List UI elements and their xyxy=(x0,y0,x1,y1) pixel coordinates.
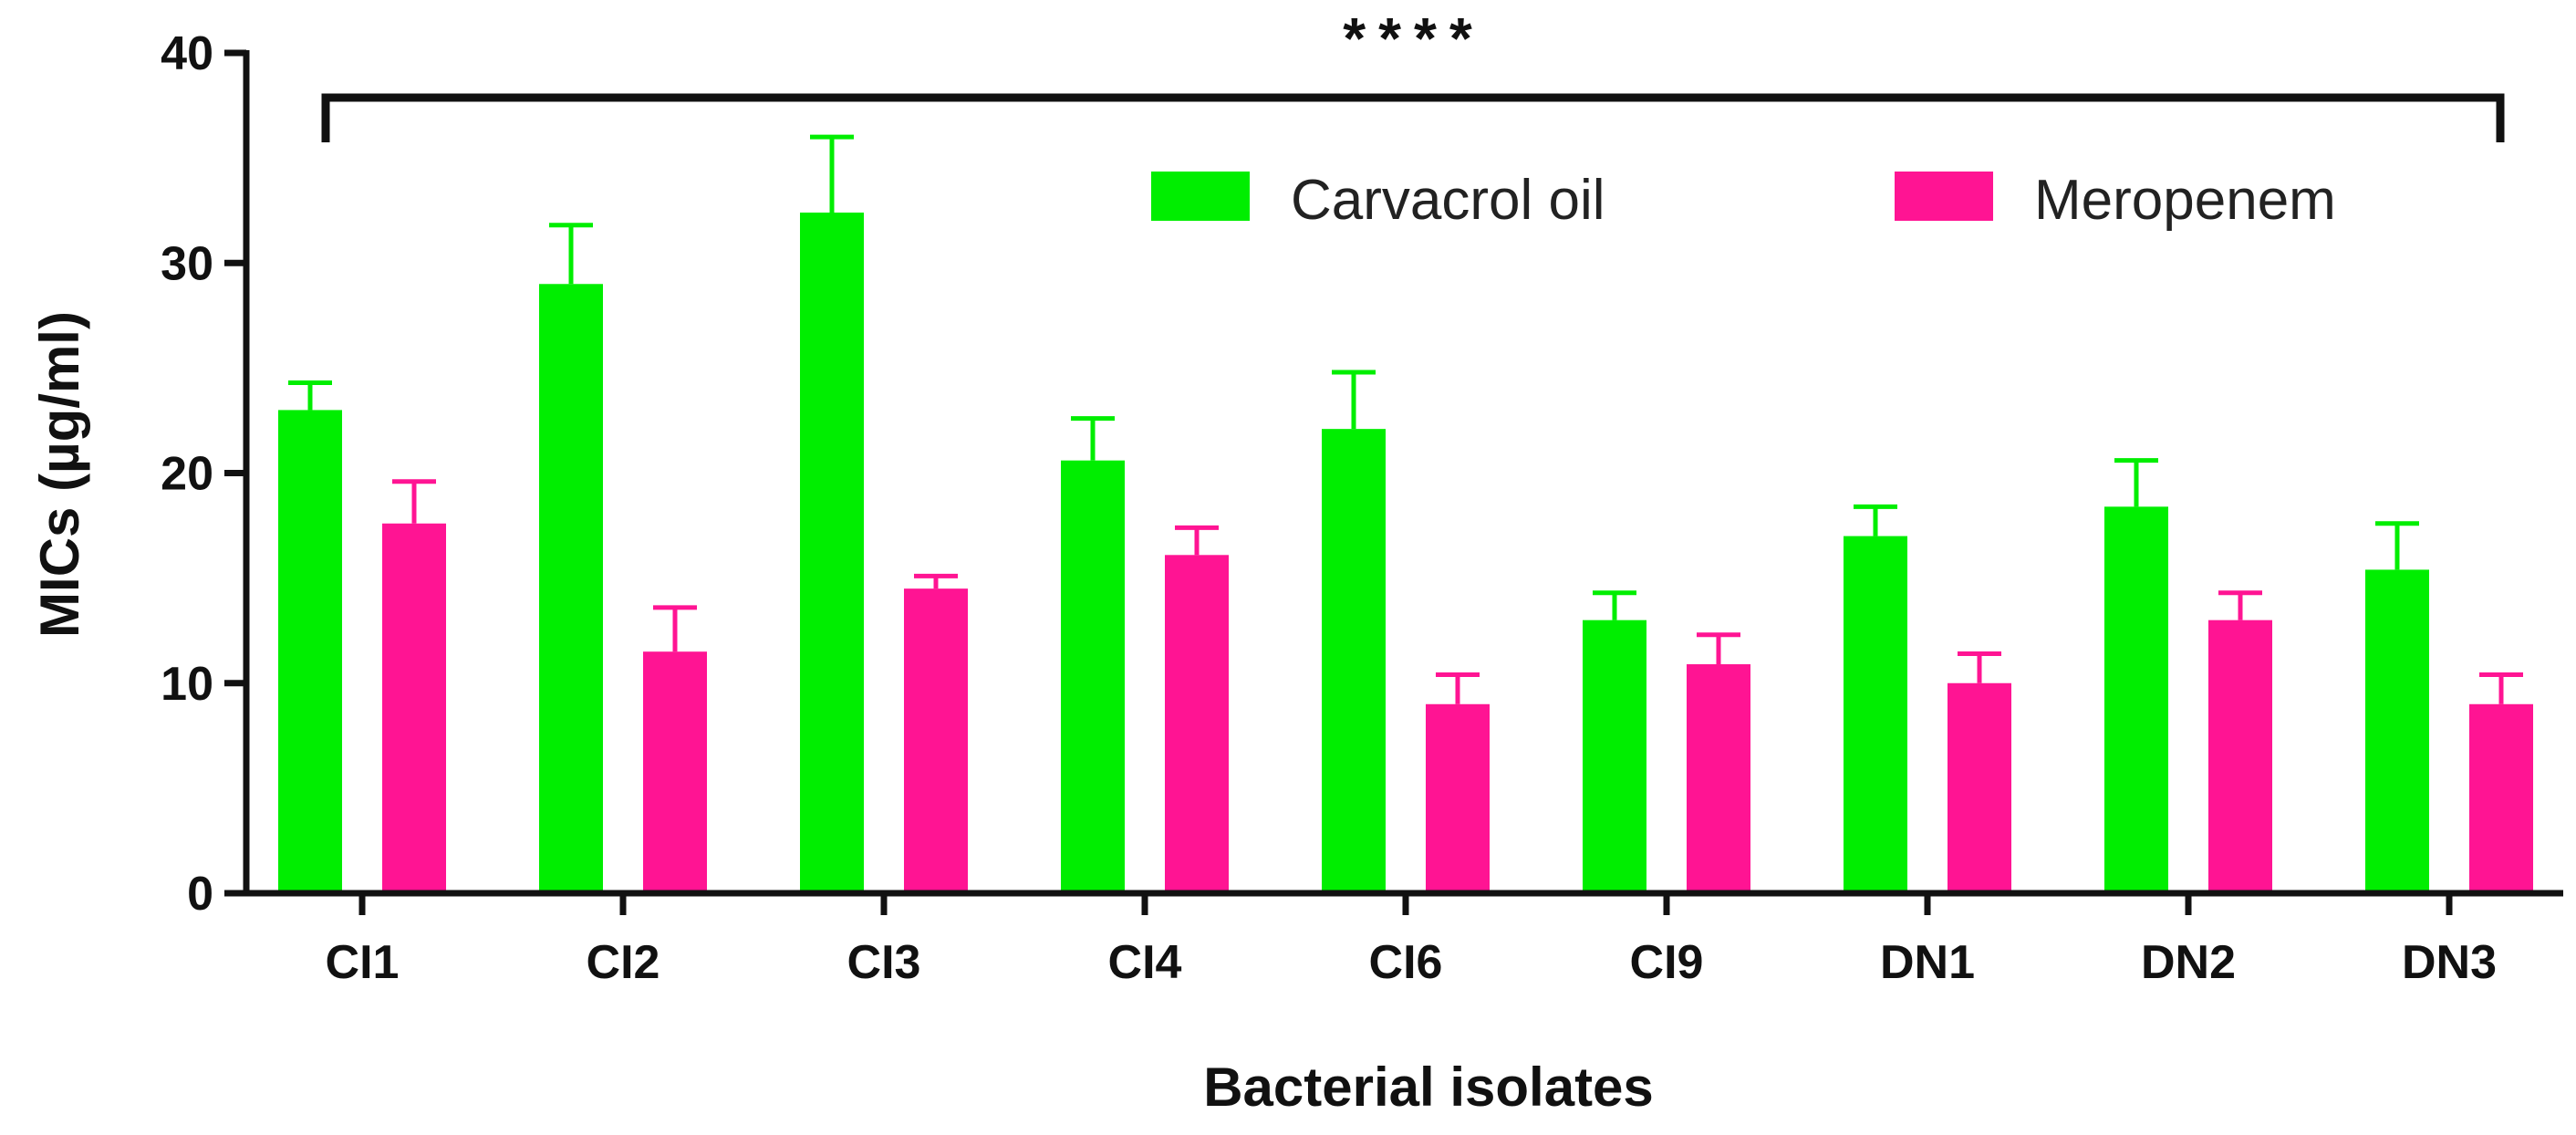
legend-label-meropenem: Meropenem xyxy=(2034,169,2336,232)
y-tick-label-20: 20 xyxy=(161,448,213,501)
legend: Carvacrol oil Meropenem xyxy=(1151,169,2336,232)
bar-meropenem-dn2 xyxy=(2208,620,2272,893)
y-tick-label-40: 40 xyxy=(161,27,213,80)
bar-carvacrol-oil-dn1 xyxy=(1844,536,1907,893)
bar-meropenem-dn1 xyxy=(1948,682,2011,893)
significance-bracket-line xyxy=(321,93,2505,142)
bar-meropenem-ci9 xyxy=(1687,664,1750,893)
bar-meropenem-ci4 xyxy=(1165,555,1229,893)
bar-carvacrol-oil-ci1 xyxy=(278,410,342,893)
y-axis-title: MICs (µg/ml) xyxy=(29,311,90,638)
significance-label: **** xyxy=(1343,5,1485,71)
legend-label-carvacrol-oil: Carvacrol oil xyxy=(1291,169,1605,232)
bar-meropenem-ci1 xyxy=(382,523,446,893)
x-axis-title: Bacterial isolates xyxy=(1203,1057,1654,1118)
bars-layer xyxy=(278,134,2533,894)
x-tick-label-dn1: DN1 xyxy=(1880,936,1975,989)
bar-meropenem-ci6 xyxy=(1426,703,1490,893)
bar-carvacrol-oil-ci2 xyxy=(539,284,603,893)
x-tick-label-ci2: CI2 xyxy=(587,936,660,989)
y-tick-label-0: 0 xyxy=(187,868,213,921)
x-tick-label-ci6: CI6 xyxy=(1369,936,1443,989)
bar-meropenem-dn3 xyxy=(2469,703,2533,893)
bar-carvacrol-oil-ci9 xyxy=(1583,620,1646,893)
bar-meropenem-ci2 xyxy=(643,651,707,893)
bar-carvacrol-oil-dn3 xyxy=(2365,569,2429,893)
x-tick-label-ci9: CI9 xyxy=(1630,936,1704,989)
legend-swatch-carvacrol-oil xyxy=(1151,172,1250,221)
x-tick-label-dn3: DN3 xyxy=(2402,936,2497,989)
axes-layer: CI1 CI2 CI3 CI4 CI6 CI9 DN1 DN2 DN3 0 10 20 30 40 xyxy=(161,27,2563,989)
y-tick-label-10: 10 xyxy=(161,658,213,711)
x-tick-label-ci4: CI4 xyxy=(1108,936,1182,989)
bar-carvacrol-oil-ci6 xyxy=(1322,429,1386,893)
bar-carvacrol-oil-ci3 xyxy=(800,212,864,894)
bar-meropenem-ci3 xyxy=(904,588,968,893)
x-tick-label-ci1: CI1 xyxy=(326,936,400,989)
bar-carvacrol-oil-dn2 xyxy=(2104,506,2168,893)
legend-swatch-meropenem xyxy=(1895,172,1993,221)
x-tick-label-ci3: CI3 xyxy=(847,936,921,989)
bar-carvacrol-oil-ci4 xyxy=(1061,460,1125,893)
x-tick-label-dn2: DN2 xyxy=(2141,936,2236,989)
y-tick-label-30: 30 xyxy=(161,237,213,290)
significance-bracket: **** xyxy=(321,5,2505,142)
